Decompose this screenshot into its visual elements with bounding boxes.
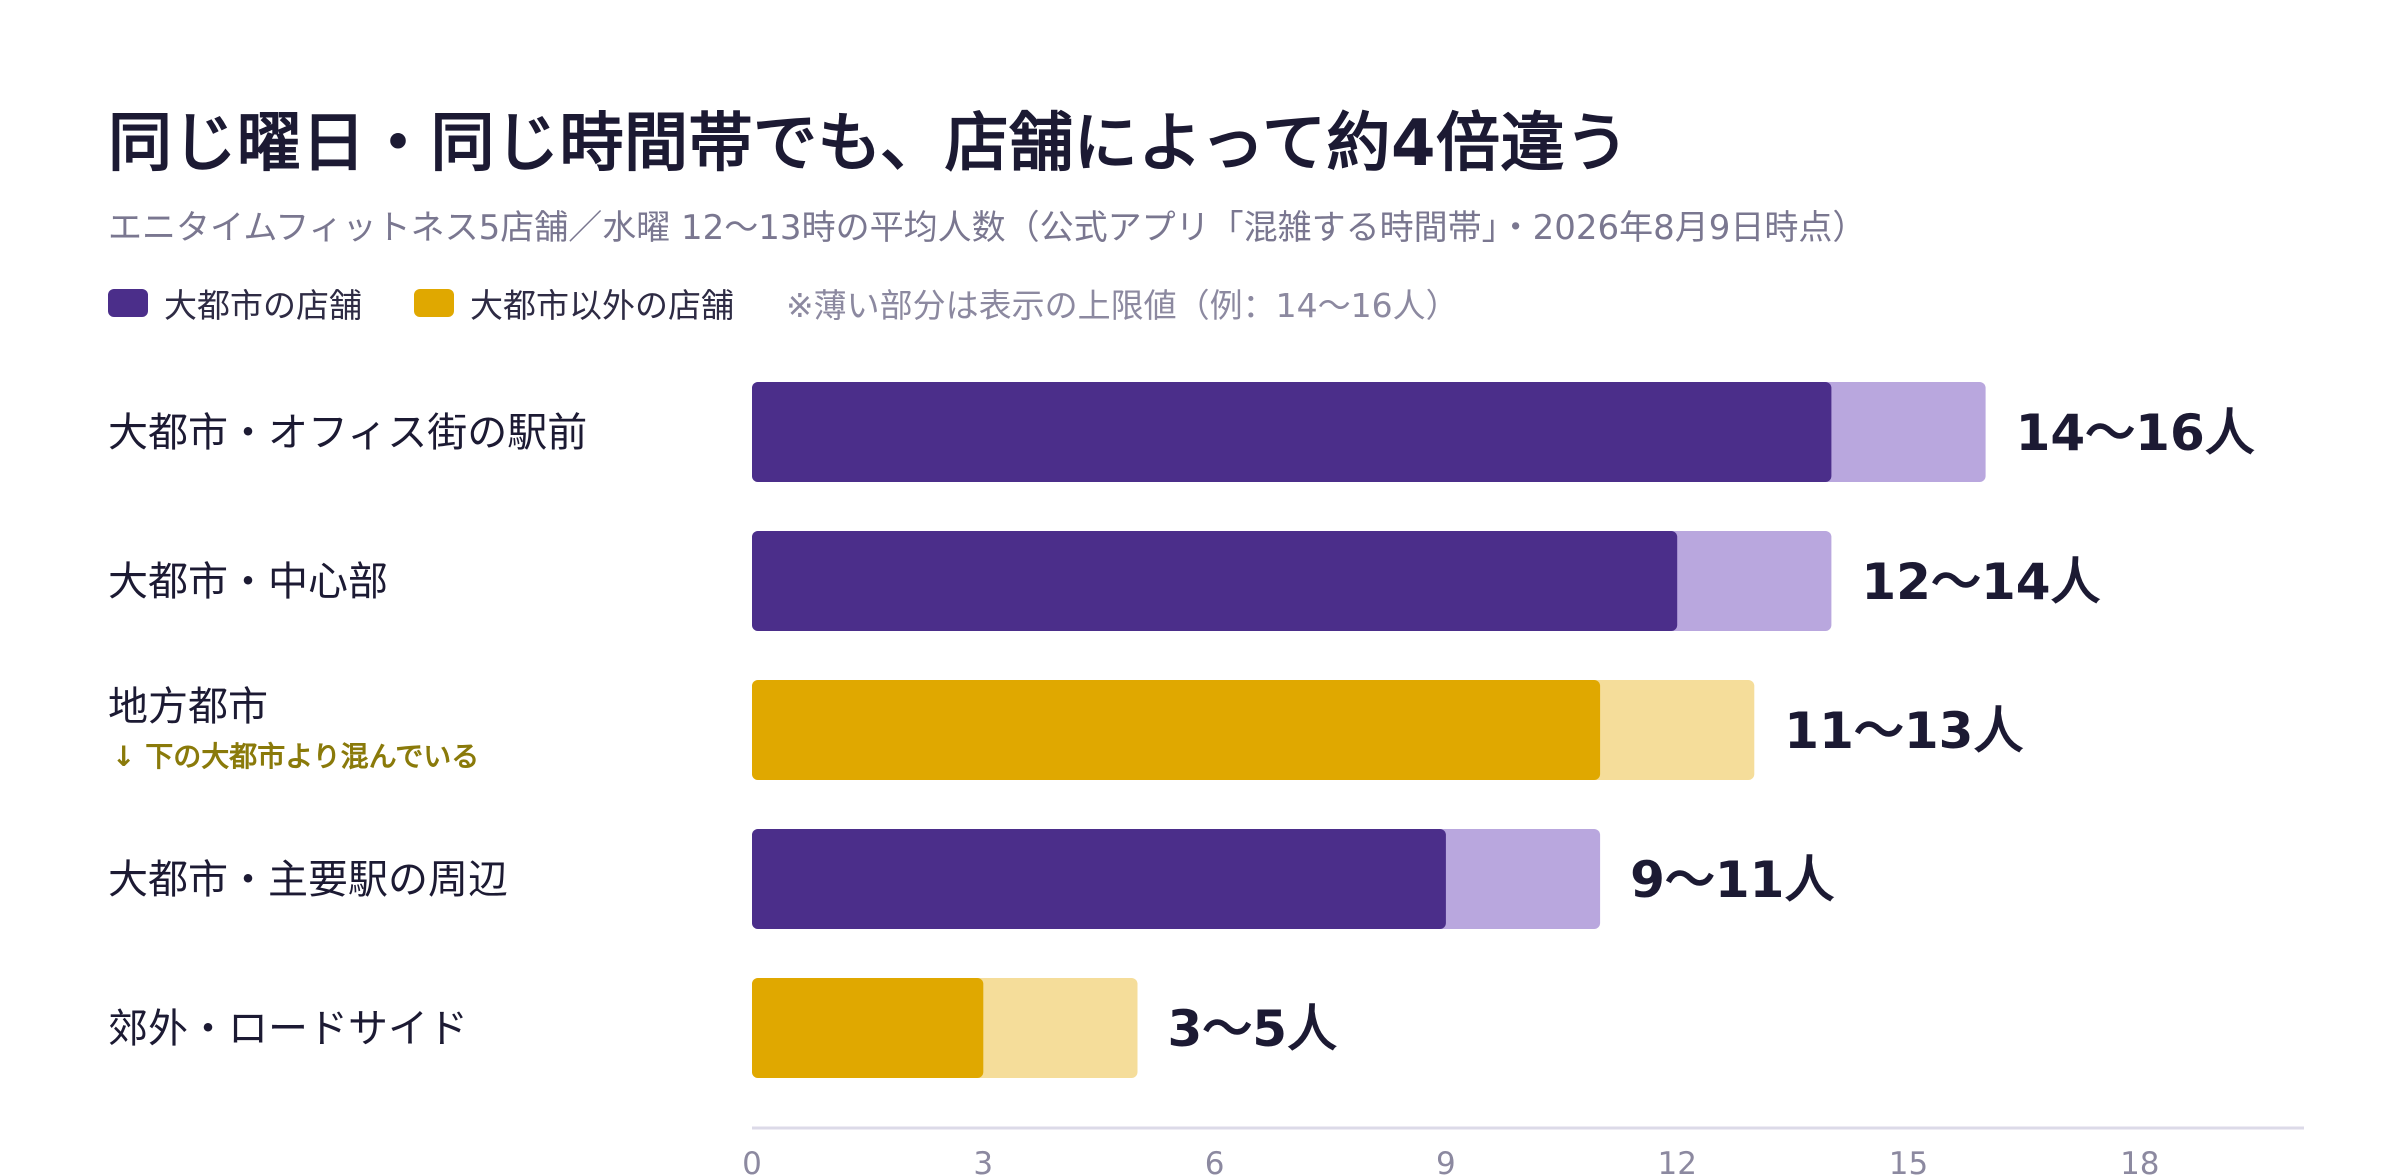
legend-swatch-other (414, 289, 454, 317)
chart-title: 同じ曜日・同じ時間帯でも、店舗によって約4倍違う (108, 107, 1630, 181)
x-tick-label-4: 12 (1657, 1146, 1696, 1176)
legend-label-city: 大都市の店舗 (164, 286, 362, 325)
value-label-4: 3〜5人 (1168, 1000, 1338, 1058)
category-label-3: 大都市・主要駅の周辺 (108, 857, 508, 903)
value-label-1: 12〜14人 (1861, 553, 2100, 611)
legend-note: ※薄い部分は表示の上限値（例：14〜16人） (786, 286, 1459, 325)
value-label-0: 14〜16人 (2016, 404, 2255, 462)
x-tick-label-3: 9 (1436, 1146, 1456, 1176)
value-label-3: 9〜11人 (1630, 851, 1834, 909)
chart-subtitle: エニタイムフィットネス5店舗／水曜 12〜13時の平均人数（公式アプリ「混雑する… (108, 208, 1867, 248)
bar-lower-0 (752, 382, 1832, 482)
x-tick-label-6: 18 (2120, 1146, 2159, 1176)
x-tick-label-5: 15 (1889, 1146, 1928, 1176)
value-label-2: 11〜13人 (1784, 702, 2023, 760)
category-label-1: 大都市・中心部 (108, 559, 388, 605)
category-label-2: 地方都市 (108, 684, 268, 730)
legend-swatch-city (108, 289, 148, 317)
legend: 大都市の店舗 大都市以外の店舗 ※薄い部分は表示の上限値（例：14〜16人） (108, 278, 1459, 328)
x-tick-label-2: 6 (1205, 1146, 1225, 1176)
x-tick-label-0: 0 (742, 1146, 762, 1176)
bar-lower-1 (752, 531, 1678, 631)
x-tick-label-1: 3 (973, 1146, 993, 1176)
bar-lower-3 (752, 829, 1446, 929)
legend-label-other: 大都市以外の店舗 (470, 286, 734, 325)
legend-item-city: 大都市の店舗 (108, 279, 362, 327)
legend-item-other: 大都市以外の店舗 (414, 279, 734, 327)
bar-lower-2 (752, 680, 1601, 780)
category-note-2: ↓ 下の大都市より混んでいる (112, 740, 479, 773)
category-label-0: 大都市・オフィス街の駅前 (108, 410, 587, 456)
category-label-4: 郊外・ロードサイド (108, 1006, 468, 1052)
bar-lower-4 (752, 978, 984, 1078)
